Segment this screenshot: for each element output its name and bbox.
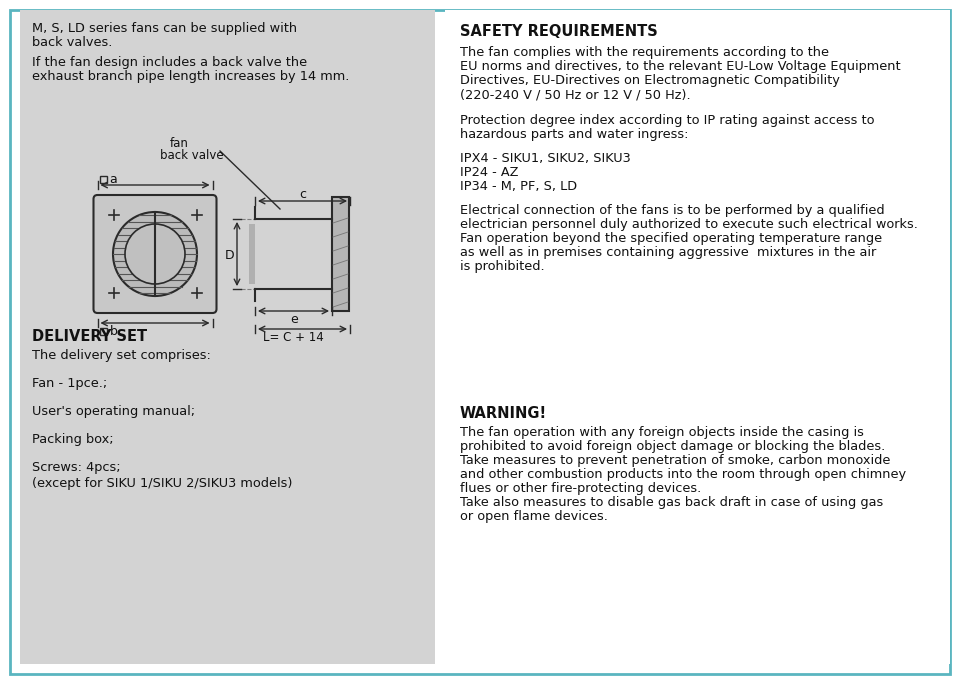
- Bar: [100, 328, 107, 335]
- Bar: [249, 224, 255, 284]
- Bar: [332, 197, 349, 311]
- Text: The fan operation with any foreign objects inside the casing is: The fan operation with any foreign objec…: [460, 426, 864, 439]
- Text: IPX4 - SIKU1, SIKU2, SIKU3: IPX4 - SIKU1, SIKU2, SIKU3: [460, 152, 631, 165]
- Text: flues or other fire-protecting devices.: flues or other fire-protecting devices.: [460, 482, 701, 495]
- Bar: [100, 176, 107, 183]
- Text: Packing box;: Packing box;: [32, 433, 113, 446]
- Text: fan: fan: [170, 137, 189, 150]
- Text: Take measures to prevent penetration of smoke, carbon monoxide: Take measures to prevent penetration of …: [460, 454, 890, 467]
- Text: (except for SIKU 1/SIKU 2/SIKU3 models): (except for SIKU 1/SIKU 2/SIKU3 models): [32, 477, 293, 490]
- Text: If the fan design includes a back valve the: If the fan design includes a back valve …: [32, 56, 307, 69]
- Text: prohibited to avoid foreign object damage or blocking the blades.: prohibited to avoid foreign object damag…: [460, 440, 885, 453]
- Text: EU norms and directives, to the relevant EU-Low Voltage Equipment: EU norms and directives, to the relevant…: [460, 60, 900, 73]
- Text: or open flame devices.: or open flame devices.: [460, 510, 608, 523]
- Circle shape: [125, 224, 185, 284]
- Text: a: a: [109, 173, 117, 186]
- Text: L= C + 14: L= C + 14: [263, 331, 324, 344]
- Circle shape: [113, 212, 197, 296]
- Text: The fan complies with the requirements according to the: The fan complies with the requirements a…: [460, 46, 829, 59]
- Text: IP34 - M, PF, S, LD: IP34 - M, PF, S, LD: [460, 180, 577, 193]
- Text: as well as in premises containing aggressive  mixtures in the air: as well as in premises containing aggres…: [460, 246, 876, 259]
- Text: b: b: [109, 325, 117, 338]
- Text: Fan operation beyond the specified operating temperature range: Fan operation beyond the specified opera…: [460, 232, 882, 245]
- Text: Electrical connection of the fans is to be performed by a qualified: Electrical connection of the fans is to …: [460, 204, 884, 217]
- Text: WARNING!: WARNING!: [460, 406, 547, 421]
- Text: Protection degree index according to IP rating against access to: Protection degree index according to IP …: [460, 114, 875, 127]
- Text: is prohibited.: is prohibited.: [460, 260, 544, 273]
- FancyBboxPatch shape: [445, 10, 950, 664]
- Text: back valves.: back valves.: [32, 36, 112, 49]
- FancyBboxPatch shape: [10, 10, 950, 674]
- Text: hazardous parts and water ingress:: hazardous parts and water ingress:: [460, 128, 688, 141]
- Text: back valve: back valve: [160, 149, 224, 162]
- Text: Screws: 4pcs;: Screws: 4pcs;: [32, 461, 121, 474]
- Text: (220-240 V / 50 Hz or 12 V / 50 Hz).: (220-240 V / 50 Hz or 12 V / 50 Hz).: [460, 88, 690, 101]
- Text: c: c: [300, 188, 306, 201]
- Text: Fan - 1pce.;: Fan - 1pce.;: [32, 377, 108, 390]
- Text: Take also measures to disable gas back draft in case of using gas: Take also measures to disable gas back d…: [460, 496, 883, 509]
- Text: DELIVERY SET: DELIVERY SET: [32, 329, 147, 344]
- Text: M, S, LD series fans can be supplied with: M, S, LD series fans can be supplied wit…: [32, 22, 298, 35]
- Text: IP24 - AZ: IP24 - AZ: [460, 166, 518, 179]
- FancyBboxPatch shape: [20, 10, 435, 664]
- Text: exhaust branch pipe length increases by 14 mm.: exhaust branch pipe length increases by …: [32, 70, 349, 83]
- FancyBboxPatch shape: [93, 195, 217, 313]
- Text: Directives, EU-Directives on Electromagnetic Compatibility: Directives, EU-Directives on Electromagn…: [460, 74, 840, 87]
- Text: The delivery set comprises:: The delivery set comprises:: [32, 349, 211, 362]
- Text: SAFETY REQUIREMENTS: SAFETY REQUIREMENTS: [460, 24, 658, 39]
- Text: and other combustion products into the room through open chimney: and other combustion products into the r…: [460, 468, 906, 481]
- Text: User's operating manual;: User's operating manual;: [32, 405, 195, 418]
- Text: D: D: [225, 249, 234, 262]
- Text: e: e: [291, 313, 299, 326]
- Text: electrician personnel duly authorized to execute such electrical works.: electrician personnel duly authorized to…: [460, 218, 918, 231]
